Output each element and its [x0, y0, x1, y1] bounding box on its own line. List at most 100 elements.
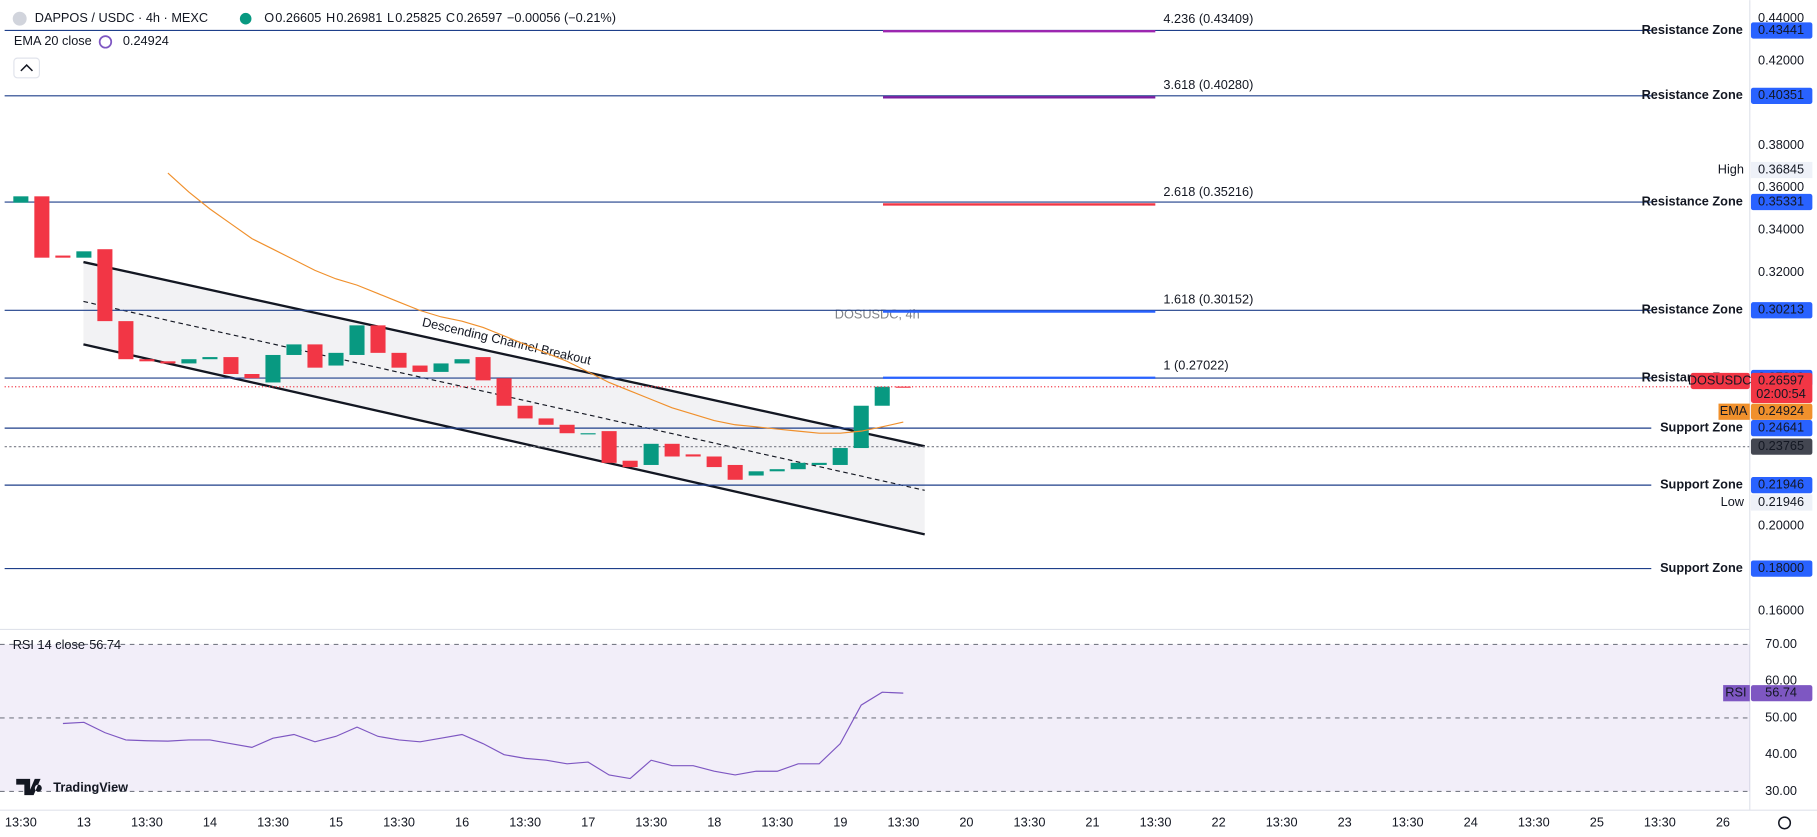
zone-name: Resistance Zone [1642, 193, 1743, 208]
candle-body [55, 255, 71, 258]
price-tag-name: DOSUSDC [1688, 372, 1752, 387]
zone-tag-label: 0.40351 [1758, 87, 1804, 102]
candle-body [139, 359, 155, 362]
y-tick-label: 0.16000 [1758, 602, 1804, 617]
candle-body [874, 386, 890, 406]
x-tick-label: 13:30 [383, 814, 415, 829]
zone-name: Resistance Zone [1642, 22, 1743, 37]
market-status [239, 12, 252, 25]
x-tick-label: 13:30 [5, 814, 37, 829]
high-tag-label: 0.36845 [1758, 161, 1804, 176]
ohlc-value: 0.26605 [275, 10, 321, 25]
ohlc-key: L [387, 10, 394, 25]
price-countdown: 02:00:54 [1756, 386, 1806, 401]
settings-icon[interactable] [1778, 816, 1792, 830]
x-tick-label: 22 [1212, 814, 1226, 829]
rsi-legend: RSI 14 close [13, 637, 85, 652]
candle-body [412, 365, 428, 372]
ema-legend-value: 0.24924 [123, 33, 169, 48]
candle-body [895, 386, 911, 388]
candle-body [223, 357, 239, 375]
rsi-legend-value: 56.74 [89, 637, 121, 652]
ema-tag-name: EMA [1720, 403, 1748, 418]
candle-body [622, 460, 638, 468]
x-tick-label: 13:30 [761, 814, 793, 829]
rsi-tick-label: 70.00 [1765, 636, 1797, 651]
low-tag [1750, 494, 1813, 511]
rsi-pane: 70.00 60.00 50.00 40.00 30.00 [0, 636, 1797, 798]
zone-tag [1750, 193, 1813, 211]
zone-tag [1750, 560, 1813, 577]
x-tick-label: 13:30 [509, 814, 541, 829]
x-tick-label: 13:30 [257, 814, 289, 829]
candle-body [496, 378, 512, 406]
price-tag-label: 0.26597 [1758, 372, 1804, 387]
candle-body [370, 325, 386, 353]
x-tick-label: 13:30 [1644, 814, 1676, 829]
x-tick-label: 13:30 [1140, 814, 1172, 829]
candle-body [559, 424, 575, 434]
fib-label: 2.618 (0.35216) [1163, 184, 1253, 199]
x-tick-label: 13:30 [1518, 814, 1550, 829]
rsi-tick-label: 40.00 [1765, 746, 1797, 761]
candle-body [475, 357, 491, 381]
y-tick-label: 0.20000 [1758, 518, 1804, 533]
candle-body [853, 405, 869, 449]
zone-tag [1750, 87, 1813, 104]
candle-body [328, 352, 344, 366]
level-tag-label: 0.23765 [1758, 438, 1804, 453]
candle-body [580, 433, 596, 435]
zone-tag-label: 0.18000 [1758, 560, 1804, 575]
x-tick-label: 13:30 [635, 814, 667, 829]
ohlc-legend: O 0.26605 H 0.26981 L 0.25825 C 0.26597 −0.00056… [264, 10, 616, 25]
y-tick-label: 0.36000 [1758, 179, 1804, 194]
ema-tag-name-box [1718, 403, 1750, 420]
rsi-tag-name-box [1723, 685, 1750, 702]
price-tags: 0.434410.403510.353310.302130.270100.246… [1688, 22, 1813, 702]
y-tick-label: 0.34000 [1758, 222, 1804, 237]
rsi-tick-label: 50.00 [1765, 709, 1797, 724]
zone-name: Support Zone [1660, 476, 1743, 491]
x-tick-label: 13:30 [1392, 814, 1424, 829]
x-tick-label: 19 [833, 814, 847, 829]
candle-body [181, 359, 197, 364]
fib-label: 1.618 (0.30152) [1163, 291, 1253, 306]
zone-tag [1750, 420, 1813, 437]
candle-body [349, 325, 365, 355]
candle-body [202, 357, 218, 360]
watermark: DOSUSDC, 4h [835, 307, 920, 322]
x-tick-label: 18 [707, 814, 721, 829]
candle-body [76, 251, 92, 258]
zone-tag-label: 0.30213 [1758, 302, 1804, 317]
x-tick-label: 13 [77, 814, 91, 829]
x-tick-label: 13:30 [887, 814, 919, 829]
x-tick-label: 25 [1590, 814, 1604, 829]
candle-body [664, 443, 680, 457]
x-tick-label: 15 [329, 814, 343, 829]
candle-body [118, 321, 134, 360]
low-tag-label: 0.21946 [1758, 494, 1804, 509]
brand-logo [16, 778, 42, 796]
candle-body [307, 344, 323, 368]
candle-body [685, 454, 701, 457]
x-tick-label: 14 [203, 814, 217, 829]
candle-body [433, 363, 449, 372]
symbol-logo [12, 11, 27, 26]
zone-tag-label: 0.35331 [1758, 193, 1804, 208]
fib-label: 3.618 (0.40280) [1163, 77, 1253, 92]
x-tick-label: 20 [959, 814, 973, 829]
candle-body [727, 464, 743, 480]
candle-body [160, 361, 176, 364]
channel-upper [83, 260, 925, 448]
ema-icon [98, 35, 113, 49]
rsi-tag-name: RSI [1725, 685, 1746, 700]
y-tick-label: 0.32000 [1758, 264, 1804, 279]
rsi-tick-label: 30.00 [1765, 783, 1797, 798]
y-tick-label: 0.44000 [1758, 10, 1804, 25]
collapse-button[interactable] [13, 57, 40, 79]
candle-body [769, 469, 785, 472]
x-tick-label: 13:30 [1014, 814, 1046, 829]
candle-body [832, 448, 848, 465]
